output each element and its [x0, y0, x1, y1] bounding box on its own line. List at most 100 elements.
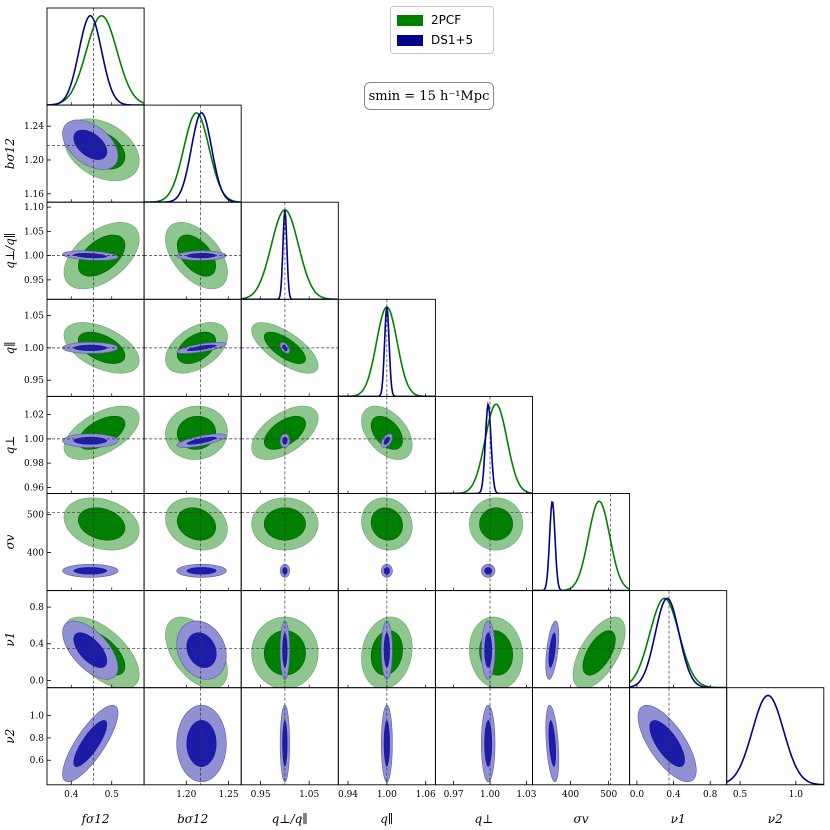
contour-68-2pcf [77, 507, 126, 541]
panel-q-q-1 [240, 590, 339, 689]
contour-68-ds1-5 [72, 252, 108, 259]
y-tick-label: 1.00 [24, 435, 44, 445]
x-tick-label: 1.06 [416, 790, 436, 800]
legend-swatch-2pcf [397, 14, 423, 26]
legend-label-2pcf: 2PCF [431, 13, 462, 27]
panel-q-q [337, 298, 436, 397]
smin-annotation: smin = 15 h⁻¹Mpc [364, 82, 494, 110]
marginal-2pcf-f-12 [47, 15, 145, 106]
panel-f-12-q: 0.95 1.00 1.05 q∥ [3, 298, 145, 397]
panel-q-1 [434, 590, 533, 689]
y-tick-label: 1.20 [24, 156, 44, 166]
legend: 2PCF DS1+5 [390, 6, 494, 54]
contour-68-ds1-5 [185, 631, 218, 669]
x-tick-label: 0.97 [444, 790, 464, 800]
panel-f-12-v: 400 500 σv [3, 493, 145, 592]
contour-68-2pcf [176, 507, 217, 541]
x-axis-label-v: σv [574, 812, 589, 826]
marginal-2pcf-q-q [241, 209, 339, 300]
y-axis-label-v: σv [3, 534, 17, 549]
panel-q-v [337, 493, 436, 592]
marginal-2pcf-b-12 [144, 112, 242, 203]
y-tick-label: 1.05 [24, 311, 44, 321]
y-axis-label-q: q∥ [3, 341, 17, 354]
y-axis-label-q: q⊥ [3, 435, 17, 454]
panel-f-12-1: 0.0 0.4 0.8 ν1 [3, 590, 145, 689]
panel-q-1 [337, 590, 436, 689]
marginal-ds1-5-b-12 [144, 112, 242, 203]
panel-b-12-q-q [143, 201, 242, 300]
contour-68-ds1-5 [547, 719, 557, 768]
x-tick-label: 500 [600, 790, 617, 800]
contour-68-2pcf [582, 630, 616, 676]
panel-q-q-q-q [240, 201, 339, 300]
contour-68-ds1-5 [648, 719, 686, 768]
x-axis-label-q: q∥ [380, 812, 393, 826]
y-tick-label: 0.0 [30, 676, 45, 686]
x-tick-label: 0.95 [251, 790, 271, 800]
x-tick-label: 0.0 [630, 790, 645, 800]
x-axis-label-1: ν1 [671, 812, 686, 826]
x-tick-label: 0.4 [666, 790, 681, 800]
panel-q-2: 0.94 1.00 1.06 q∥ [337, 687, 436, 826]
x-axis-label-2: ν2 [768, 812, 783, 826]
contour-68-ds1-5 [483, 719, 493, 768]
x-tick-label: 0.94 [338, 790, 358, 800]
y-tick-label: 0.95 [24, 376, 44, 386]
marginal-ds1-5-1 [629, 597, 727, 688]
y-tick-label: 0.98 [24, 459, 44, 469]
panel-b-12-2: 1.20 1.25 bσ12 [143, 687, 242, 826]
y-tick-label: 400 [27, 549, 44, 559]
contour-68-ds1-5 [72, 631, 108, 669]
y-tick-label: 1.02 [24, 411, 44, 421]
panel-v-1 [532, 590, 631, 689]
y-tick-label: 0.6 [30, 756, 45, 766]
panel-q-q-2: 0.95 1.05 q⊥/q∥ [240, 687, 339, 826]
marginal-ds1-5-q-q [241, 209, 339, 300]
x-tick-label: 1.25 [219, 790, 239, 800]
x-axis-label-q: q⊥ [474, 812, 493, 826]
panel-q-q-q [240, 395, 339, 494]
contour-68-ds1-5 [72, 719, 108, 768]
x-tick-label: 1.0 [789, 790, 804, 800]
y-axis-label-b-12: bσ12 [3, 138, 17, 169]
marginal-ds1-5-q [435, 401, 533, 494]
panel-v-2: 400 500 σv [532, 687, 631, 826]
panel-v-v [532, 493, 631, 592]
panel-1-2: 0.0 0.4 0.8 ν1 [629, 687, 728, 826]
contour-68-2pcf [479, 507, 513, 541]
y-axis-label-1: ν1 [3, 632, 17, 647]
y-tick-label: 1.00 [24, 344, 44, 354]
contour-68-ds1-5 [72, 436, 108, 446]
panel-b-12-q [143, 395, 242, 494]
contour-68-ds1-5 [72, 129, 108, 161]
x-tick-label: 400 [562, 790, 579, 800]
y-axis-label-2: ν2 [3, 729, 17, 744]
y-tick-label: 0.96 [24, 483, 44, 493]
y-axis-label-q-q: q⊥/q∥ [3, 233, 17, 269]
y-tick-label: 1.05 [24, 227, 44, 237]
contour-68-ds1-5 [483, 566, 493, 576]
x-tick-label: 1.00 [480, 790, 500, 800]
panel-2-2: 0.5 1.0 ν2 [726, 687, 825, 826]
x-axis-label-b-12: bσ12 [177, 812, 208, 826]
x-axis-label-f-12: fσ12 [81, 812, 110, 826]
y-tick-label: 0.8 [30, 734, 45, 744]
x-tick-label: 0.5 [105, 790, 120, 800]
legend-entry-ds15: DS1+5 [397, 33, 473, 47]
panel-q-q [337, 395, 436, 494]
panel-b-12-1 [143, 590, 242, 689]
panel-f-12-f-12 [46, 7, 145, 106]
panel-b-12-b-12 [143, 104, 242, 203]
y-tick-label: 1.00 [24, 252, 44, 262]
legend-entry-2pcf: 2PCF [397, 13, 461, 27]
y-tick-label: 1.10 [24, 203, 44, 213]
x-tick-label: 0.5 [733, 790, 748, 800]
contour-68-ds1-5 [72, 566, 108, 576]
y-tick-label: 0.4 [30, 640, 45, 650]
panel-q-q-q [240, 298, 339, 397]
panel-frame [143, 104, 242, 203]
marginal-ds1-5-f-12 [47, 15, 145, 106]
panel-b-12-q [143, 298, 242, 397]
